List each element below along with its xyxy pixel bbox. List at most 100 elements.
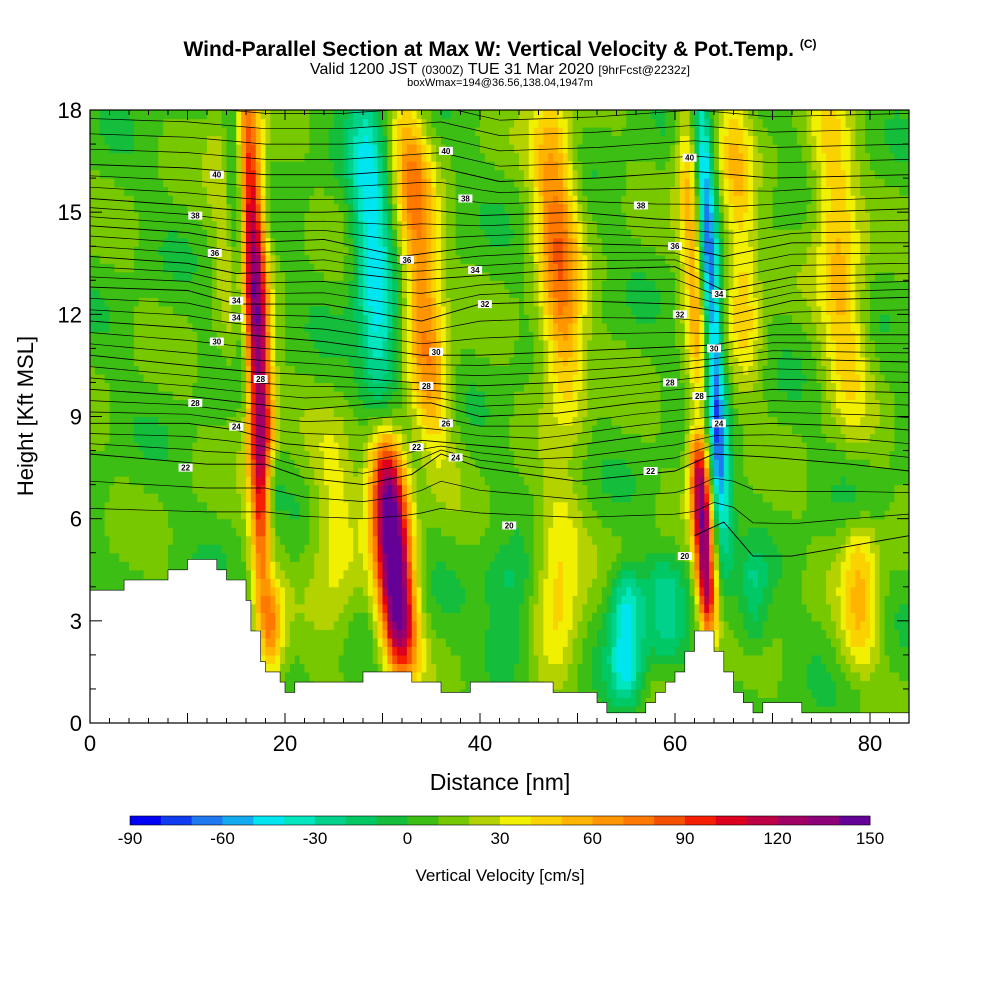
- heat-cell: [192, 365, 198, 375]
- heat-cell: [255, 271, 262, 281]
- heat-cell: [124, 493, 130, 503]
- heat-cell: [255, 544, 262, 554]
- heat-cell: [319, 178, 325, 188]
- heat-cell: [192, 348, 198, 358]
- heat-cell: [231, 510, 237, 520]
- heat-cell: [387, 646, 393, 656]
- heat-cell: [236, 178, 242, 188]
- heat-cell: [372, 169, 379, 179]
- heat-cell: [377, 169, 384, 179]
- heat-cell: [99, 127, 106, 137]
- heat-cell: [387, 144, 393, 154]
- heat-cell: [285, 186, 291, 196]
- heat-cell: [275, 552, 281, 562]
- heat-cell: [168, 135, 174, 145]
- heat-cell: [216, 442, 223, 452]
- heat-cell: [343, 220, 349, 230]
- heat-cell: [129, 212, 135, 222]
- heat-cell: [275, 637, 281, 647]
- heat-cell: [309, 161, 315, 171]
- heat-cell: [343, 595, 349, 605]
- heat-cell: [314, 186, 320, 196]
- heat-cell: [333, 629, 340, 639]
- heat-cell: [338, 220, 345, 230]
- heat-cell: [143, 186, 150, 196]
- heat-cell: [363, 271, 369, 281]
- heat-cell: [343, 612, 349, 622]
- heat-cell: [168, 237, 174, 247]
- heat-cell: [172, 152, 179, 162]
- heat-cell: [114, 484, 120, 494]
- heat-cell: [314, 144, 320, 154]
- heat-cell: [119, 416, 125, 426]
- heat-cell: [148, 263, 154, 273]
- heat-cell: [319, 578, 325, 588]
- heat-cell: [260, 110, 267, 120]
- heat-cell: [138, 322, 145, 332]
- heat-cell: [129, 127, 135, 137]
- heat-cell: [363, 501, 369, 511]
- heat-cell: [387, 314, 393, 324]
- heat-cell: [255, 254, 262, 264]
- heat-cell: [129, 552, 135, 562]
- heat-cell: [285, 407, 291, 418]
- heat-cell: [187, 518, 193, 528]
- heat-cell: [328, 629, 335, 639]
- heat-cell: [104, 356, 111, 367]
- heat-cell: [348, 663, 354, 673]
- heat-cell: [358, 442, 364, 452]
- heat-cell: [124, 501, 130, 511]
- heat-cell: [416, 586, 423, 596]
- heat-cell: [158, 144, 164, 154]
- heat-cell: [94, 365, 101, 375]
- heat-cell: [129, 382, 135, 392]
- heat-cell: [426, 654, 432, 664]
- heat-cell: [187, 254, 193, 264]
- heat-cell: [192, 305, 198, 315]
- heat-cell: [246, 178, 252, 188]
- heat-cell: [202, 220, 208, 230]
- heat-cell: [319, 314, 325, 324]
- heat-cell: [294, 425, 301, 435]
- heat-cell: [207, 450, 213, 460]
- heat-cell: [148, 442, 154, 452]
- heat-cell: [285, 152, 291, 162]
- heat-cell: [270, 569, 276, 579]
- heat-cell: [397, 663, 403, 673]
- heat-cell: [182, 425, 189, 435]
- heat-cell: [270, 339, 276, 349]
- heat-cell: [358, 127, 364, 137]
- heat-cell: [348, 203, 354, 213]
- heat-cell: [314, 331, 320, 341]
- heat-cell: [133, 484, 140, 494]
- heat-cell: [416, 467, 423, 477]
- heat-cell: [246, 254, 252, 264]
- heat-cell: [221, 382, 228, 392]
- heat-cell: [353, 297, 359, 307]
- heat-cell: [265, 442, 271, 452]
- heat-cell: [124, 229, 130, 239]
- heat-cell: [338, 390, 345, 401]
- heat-cell: [309, 629, 315, 639]
- heat-cell: [255, 297, 262, 307]
- heat-cell: [192, 135, 198, 145]
- heat-cell: [226, 467, 232, 477]
- heat-cell: [421, 305, 427, 315]
- heat-cell: [265, 459, 271, 469]
- heat-cell: [358, 246, 364, 256]
- heat-cell: [324, 450, 330, 460]
- heat-cell: [377, 144, 384, 154]
- heat-cell: [104, 552, 111, 562]
- heat-cell: [304, 501, 310, 511]
- heat-cell: [299, 331, 306, 341]
- heat-cell: [109, 203, 115, 213]
- heat-cell: [99, 399, 106, 409]
- heat-cell: [163, 305, 169, 315]
- heat-cell: [124, 510, 130, 520]
- heat-cell: [241, 561, 247, 571]
- heat-cell: [280, 654, 286, 664]
- heat-cell: [358, 297, 364, 307]
- heat-cell: [353, 212, 359, 222]
- heat-cell: [129, 493, 135, 503]
- heat-cell: [182, 382, 189, 392]
